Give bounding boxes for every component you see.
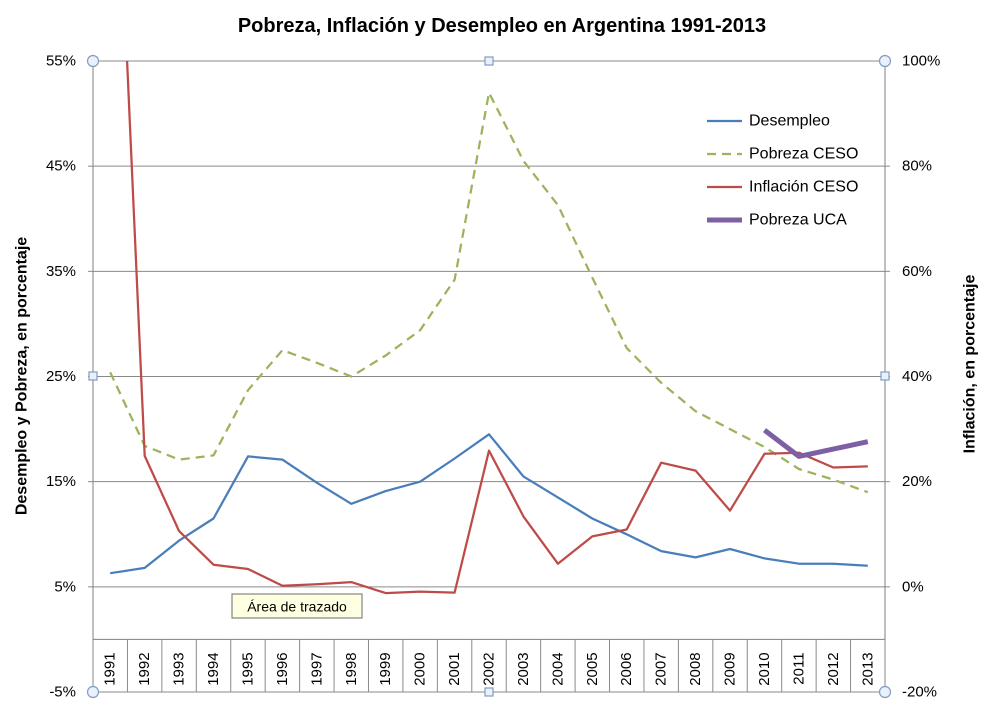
x-axis-tick-label: 2011 [790,652,807,684]
series-line-pobreza-uca[interactable] [762,428,869,459]
series-line-pobreza-ceso[interactable] [109,91,869,494]
x-axis-tick-label: 1994 [205,652,222,685]
right-axis-tick-label: 0% [902,578,924,595]
resize-handle-bottom-left[interactable] [86,685,100,699]
legend-entry-pobreza-uca[interactable]: Pobreza UCA [707,212,847,229]
x-axis-tick-label: 2012 [825,652,842,685]
resize-handle-bottom-right[interactable] [878,685,892,699]
right-axis-title: Inflación, en porcentaje [962,275,979,454]
x-axis-tick-label: 2013 [859,652,876,685]
right-axis-tick-label: 20% [902,473,932,490]
x-axis-tick-label: 2007 [653,652,670,685]
series-line-desempleo[interactable] [110,433,868,575]
x-axis-tick-label: 2002 [481,652,498,685]
left-axis-tick-label: 35% [46,263,76,280]
x-axis-tick-label: 1999 [377,652,394,685]
plot-area-selection-handles[interactable] [86,54,892,699]
left-axis-tick-label: 45% [46,158,76,175]
x-axis-tick-label: 1992 [136,652,153,685]
series-line-inflacion-ceso[interactable] [110,0,868,595]
resize-handle-top-left[interactable] [86,54,100,68]
x-axis-tick-label: 1997 [308,652,325,685]
left-axis-tick-label: 25% [46,368,76,385]
right-axis-tick-label: -20% [902,684,937,701]
legend-label-inflacion-ceso: Inflación CESO [749,179,858,196]
left-axis-title: Desempleo y Pobreza, en porcentaje [14,237,31,515]
resize-handle-left[interactable] [88,371,98,381]
left-axis-tick-label: 5% [54,578,76,595]
x-axis-tick-label: 2005 [584,652,601,685]
resize-handle-top-right[interactable] [878,54,892,68]
left-axis-tick-label: 55% [46,53,76,70]
x-axis-tick-label: 1998 [343,652,360,685]
left-axis-tick-label: -5% [49,684,76,701]
x-axis-tick-label: 2010 [756,652,773,685]
x-axis-tick-label: 2004 [549,652,566,685]
right-axis-tick-label: 60% [902,263,932,280]
legend-label-desempleo: Desempleo [749,113,830,130]
axes: -5% 5% 15% 25% 35% 45% 55% -20% 0% 20% 40% 60% 80% 10… [46,53,940,701]
x-axis-tick-label: 1991 [102,652,119,685]
x-axis-tick-label: 2009 [722,652,739,685]
x-axis-tick-label: 2000 [412,652,429,685]
tooltip-box [231,593,363,619]
legend-label-pobreza-ceso: Pobreza CESO [749,146,858,163]
legend-entry-pobreza-ceso[interactable]: Pobreza CESO [707,146,858,163]
x-axis-tick-label: 2001 [446,652,463,685]
x-axis-tick-label: 1995 [239,652,256,685]
x-axis-tick-label: 1993 [171,652,188,685]
series [109,0,869,595]
resize-handle-top[interactable] [484,56,494,66]
resize-handle-right[interactable] [880,371,890,381]
resize-handle-bottom[interactable] [484,687,494,697]
legend-entry-inflacion-ceso[interactable]: Inflación CESO [707,179,858,196]
chart-title: Pobreza, Inflación y Desempleo en Argent… [238,15,766,37]
legend-label-pobreza-uca: Pobreza UCA [749,212,847,229]
tooltip: Área de trazado [231,593,363,619]
x-axis-tick-label: 2006 [618,652,635,685]
x-axis-tick-label: 1996 [274,652,291,685]
right-axis-tick-label: 40% [902,368,932,385]
tooltip-label: Área de trazado [247,599,347,615]
x-axis-tick-label: 2003 [515,652,532,685]
left-axis-tick-label: 15% [46,473,76,490]
legend-entry-desempleo[interactable]: Desempleo [707,113,830,130]
right-axis-tick-label: 80% [902,158,932,175]
x-axis-tick-label: 2008 [687,652,704,685]
right-axis-tick-label: 100% [902,53,940,70]
legend[interactable]: Desempleo Pobreza CESO Inflación CESO Po… [707,113,858,229]
